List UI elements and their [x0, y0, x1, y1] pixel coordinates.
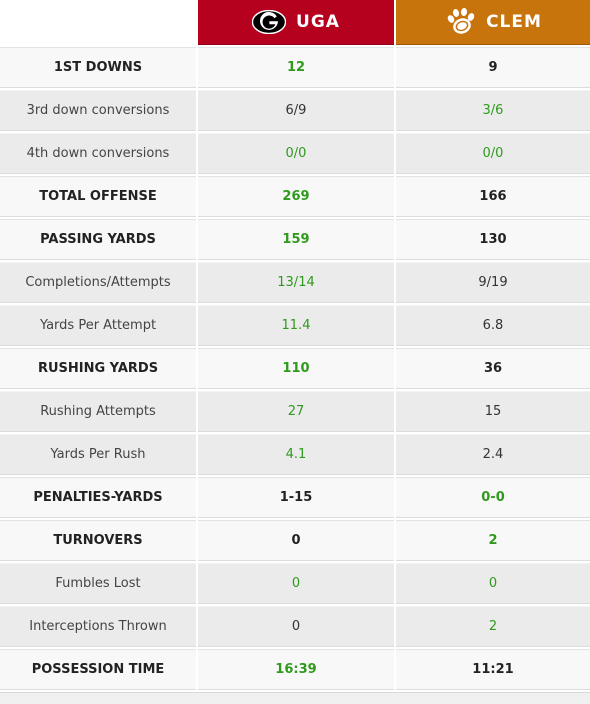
table-header: UGA CLEM	[0, 0, 590, 45]
team-abbr-clem: CLEM	[486, 12, 542, 32]
team-abbr-uga: UGA	[296, 12, 340, 32]
stat-value-uga: 4.1	[198, 434, 394, 475]
stat-value-clem: 2	[396, 606, 590, 647]
stat-value-clem: 2	[396, 520, 590, 561]
stat-value-uga: 0/0	[198, 133, 394, 174]
table-row: 4th down conversions 0/0 0/0	[0, 133, 590, 176]
stat-label: Yards Per Rush	[0, 434, 196, 475]
tiger-paw-icon	[446, 8, 476, 36]
table-row: 3rd down conversions 6/9 3/6	[0, 90, 590, 133]
stat-label: Fumbles Lost	[0, 563, 196, 604]
stat-label: RUSHING YARDS	[0, 348, 196, 389]
stat-label: TURNOVERS	[0, 520, 196, 561]
georgia-g-icon	[252, 10, 287, 34]
stat-label: PENALTIES-YARDS	[0, 477, 196, 518]
stat-label: POSSESSION TIME	[0, 649, 196, 690]
stat-value-clem: 36	[396, 348, 590, 389]
stat-value-clem: 11:21	[396, 649, 590, 690]
table-row: 1ST DOWNS 12 9	[0, 47, 590, 90]
stat-value-uga: 6/9	[198, 90, 394, 131]
stat-label: 1ST DOWNS	[0, 47, 196, 88]
stat-label: Interceptions Thrown	[0, 606, 196, 647]
stat-value-uga: 0	[198, 606, 394, 647]
table-row: PASSING YARDS 159 130	[0, 219, 590, 262]
stat-value-uga: 16:39	[198, 649, 394, 690]
team-header-uga: UGA	[198, 0, 394, 45]
table-row: RUSHING YARDS 110 36	[0, 348, 590, 391]
stat-value-uga: 27	[198, 391, 394, 432]
stat-value-uga: 1-15	[198, 477, 394, 518]
stat-value-clem: 9	[396, 47, 590, 88]
stat-label: Yards Per Attempt	[0, 305, 196, 346]
stat-value-uga: 0	[198, 520, 394, 561]
stat-value-uga: 159	[198, 219, 394, 260]
table-row: Interceptions Thrown 0 2	[0, 606, 590, 649]
stat-value-clem: 0-0	[396, 477, 590, 518]
stat-label: TOTAL OFFENSE	[0, 176, 196, 217]
stat-label: Rushing Attempts	[0, 391, 196, 432]
stat-value-clem: 166	[396, 176, 590, 217]
stat-value-clem: 130	[396, 219, 590, 260]
table-row: Rushing Attempts 27 15	[0, 391, 590, 434]
stat-value-clem: 6.8	[396, 305, 590, 346]
stat-value-clem: 9/19	[396, 262, 590, 303]
table-row: POSSESSION TIME 16:39 11:21	[0, 649, 590, 692]
stat-value-uga: 0	[198, 563, 394, 604]
table-row: Fumbles Lost 0 0	[0, 563, 590, 606]
stat-value-uga: 110	[198, 348, 394, 389]
stat-value-uga: 12	[198, 47, 394, 88]
table-row: TOTAL OFFENSE 269 166	[0, 176, 590, 219]
stat-value-clem: 2.4	[396, 434, 590, 475]
stat-value-clem: 3/6	[396, 90, 590, 131]
table-footer	[0, 692, 590, 704]
stat-value-clem: 15	[396, 391, 590, 432]
table-row: Yards Per Attempt 11.4 6.8	[0, 305, 590, 348]
table-row: TURNOVERS 0 2	[0, 520, 590, 563]
stat-value-clem: 0/0	[396, 133, 590, 174]
stat-label: 4th down conversions	[0, 133, 196, 174]
stat-label: PASSING YARDS	[0, 219, 196, 260]
table-row: Yards Per Rush 4.1 2.4	[0, 434, 590, 477]
stat-value-uga: 269	[198, 176, 394, 217]
table-row: PENALTIES-YARDS 1-15 0-0	[0, 477, 590, 520]
stat-label: 3rd down conversions	[0, 90, 196, 131]
stat-value-uga: 13/14	[198, 262, 394, 303]
team-header-clem: CLEM	[396, 0, 590, 45]
stat-value-uga: 11.4	[198, 305, 394, 346]
stat-label: Completions/Attempts	[0, 262, 196, 303]
stat-value-clem: 0	[396, 563, 590, 604]
table-row: Completions/Attempts 13/14 9/19	[0, 262, 590, 305]
